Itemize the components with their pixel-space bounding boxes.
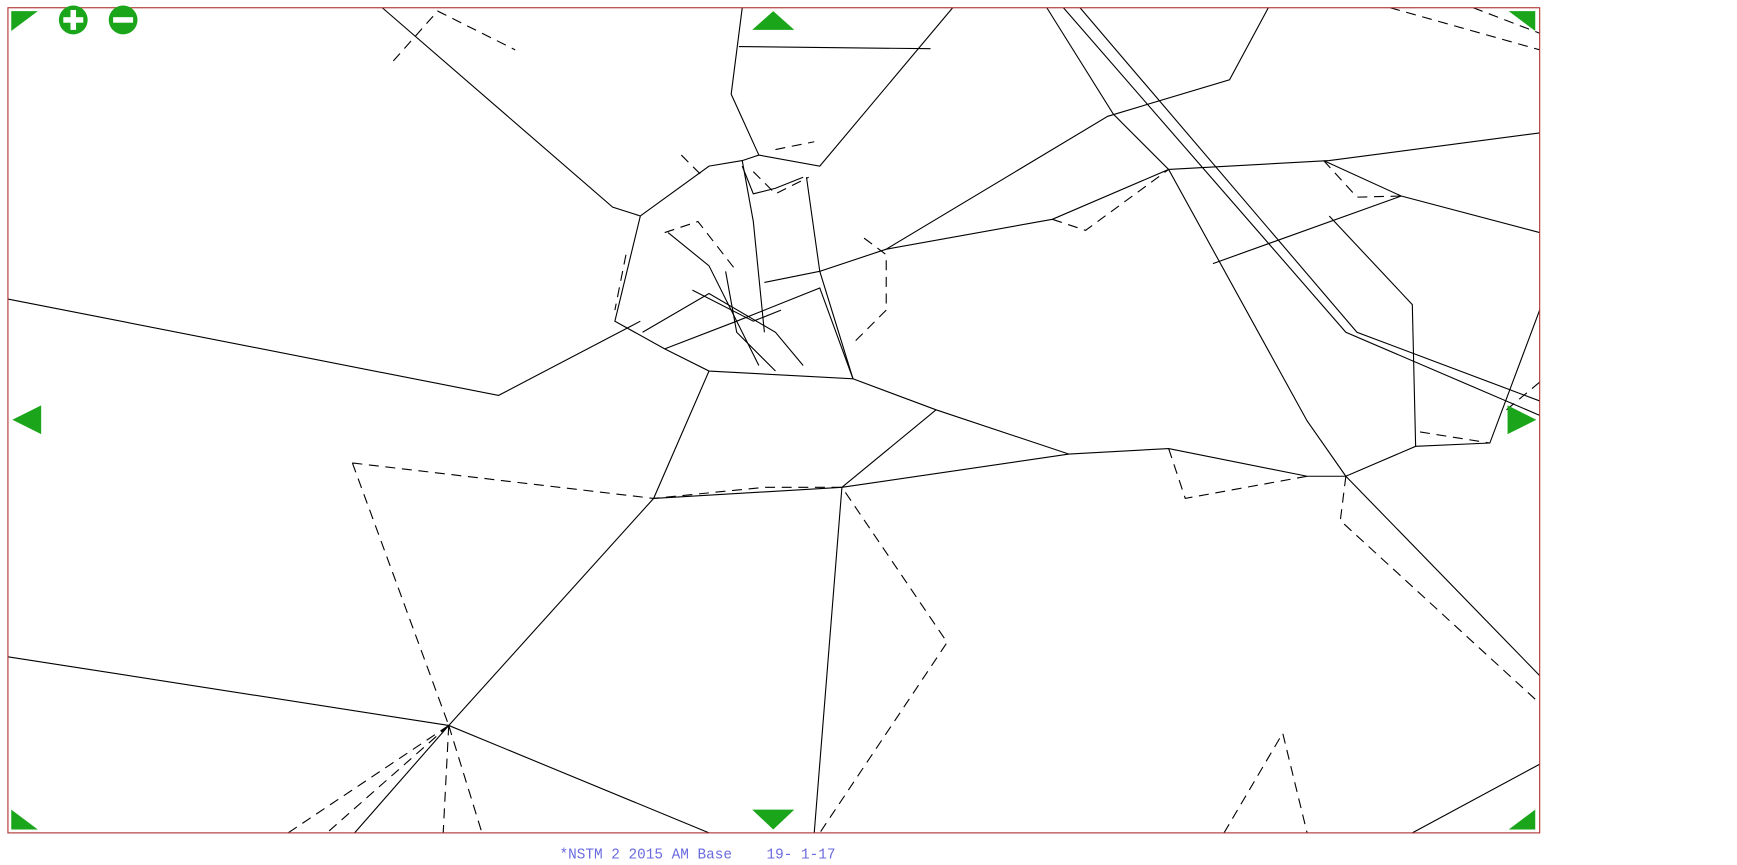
- nav-right[interactable]: [1507, 405, 1537, 435]
- link: [692, 289, 782, 322]
- link: [741, 165, 804, 195]
- zoom-in[interactable]: [58, 5, 88, 35]
- link-dashed: [1419, 381, 1541, 444]
- link: [1412, 763, 1540, 834]
- network: [7, 7, 1541, 834]
- link: [1079, 7, 1540, 402]
- link: [1063, 7, 1540, 416]
- link: [813, 487, 843, 833]
- zoom-out[interactable]: [108, 5, 138, 35]
- link-dashed: [352, 462, 948, 834]
- link: [1328, 215, 1417, 447]
- link-dashed: [852, 237, 887, 344]
- link: [841, 409, 937, 488]
- link-dashed: [1339, 476, 1541, 704]
- link: [7, 298, 641, 396]
- link-dashed: [392, 10, 516, 62]
- link: [1345, 475, 1541, 676]
- nav-down[interactable]: [752, 809, 795, 830]
- link-dashed: [1052, 169, 1169, 231]
- map-frame: [7, 7, 1541, 834]
- nav-left[interactable]: [12, 405, 42, 435]
- link: [741, 160, 765, 333]
- link: [640, 7, 954, 217]
- link-dashed: [1168, 448, 1308, 500]
- link: [642, 292, 804, 366]
- link-dashed: [1223, 731, 1308, 834]
- link: [725, 271, 776, 372]
- link: [667, 232, 760, 366]
- link: [614, 7, 1269, 380]
- link-dashed: [1390, 7, 1540, 51]
- nav-up[interactable]: [752, 11, 795, 30]
- nav-corner[interactable]: [1508, 809, 1536, 830]
- link: [730, 7, 760, 156]
- link: [738, 45, 931, 50]
- link-dashed: [614, 141, 815, 311]
- link-dashed: [351, 462, 450, 726]
- link: [1212, 195, 1402, 265]
- link: [381, 7, 641, 217]
- link: [664, 287, 854, 379]
- footer-text: *NSTM 2 2015 AM Base 19- 1-17: [559, 847, 835, 863]
- link: [354, 370, 710, 834]
- link: [852, 309, 1541, 477]
